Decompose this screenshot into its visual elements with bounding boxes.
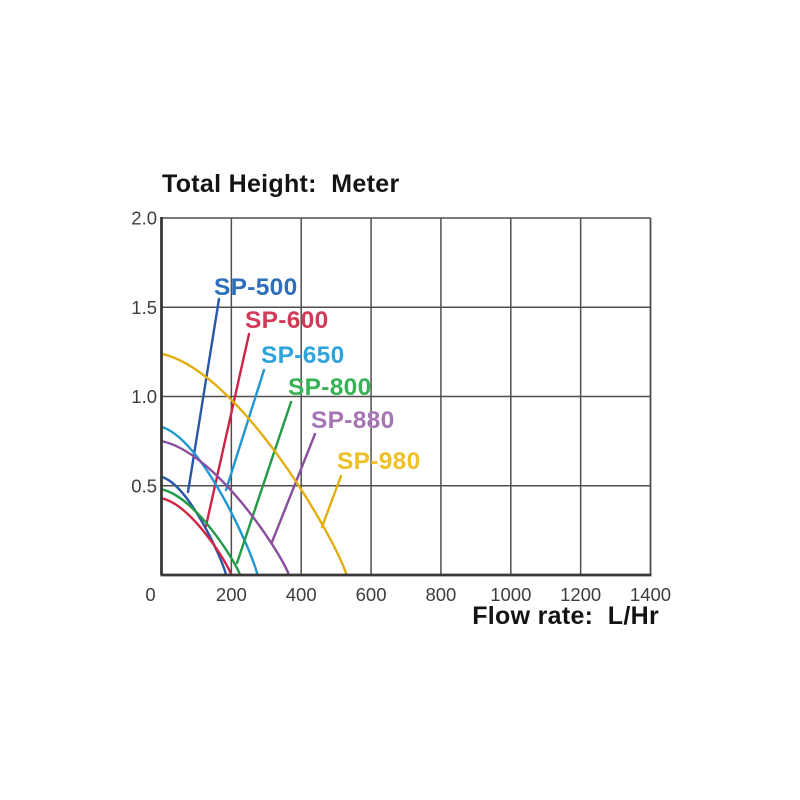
- curve-SP-500: [160, 475, 228, 577]
- x-tick-1200: 1200: [560, 584, 601, 605]
- leader-SP-650: [224, 368, 266, 492]
- series-label-SP-980: SP-980: [337, 448, 421, 475]
- x-tick-0: 0: [145, 584, 155, 605]
- x-tick-800: 800: [425, 584, 456, 605]
- leader-SP-600: [204, 332, 251, 528]
- x-tick-1400: 1400: [630, 584, 671, 605]
- curve-SP-980: [160, 352, 348, 577]
- x-axis-title: Flow rate: L/Hr: [472, 602, 659, 630]
- curve-SP-600: [160, 497, 233, 577]
- series-label-SP-600: SP-600: [245, 307, 329, 334]
- y-tick-1.5: 1.5: [131, 297, 157, 318]
- chart-title: Total Height: Meter: [162, 170, 400, 198]
- leader-SP-800: [235, 400, 293, 565]
- y-tick-2.0: 2.0: [131, 208, 157, 229]
- series-label-SP-880: SP-880: [311, 407, 395, 434]
- leader-SP-980: [320, 474, 343, 529]
- curve-SP-650: [160, 425, 259, 577]
- x-tick-1000: 1000: [490, 584, 531, 605]
- leader-SP-500: [186, 297, 221, 494]
- y-tick-1.0: 1.0: [131, 386, 157, 407]
- y-tick-0.5: 0.5: [131, 475, 157, 496]
- x-tick-600: 600: [356, 584, 387, 605]
- series-label-SP-800: SP-800: [288, 374, 372, 401]
- series-label-SP-500: SP-500: [214, 274, 298, 301]
- series-label-SP-650: SP-650: [261, 342, 345, 369]
- curve-SP-880: [160, 439, 291, 577]
- leader-SP-880: [270, 432, 317, 544]
- curve-SP-800: [160, 488, 242, 577]
- x-tick-200: 200: [216, 584, 247, 605]
- x-tick-400: 400: [286, 584, 317, 605]
